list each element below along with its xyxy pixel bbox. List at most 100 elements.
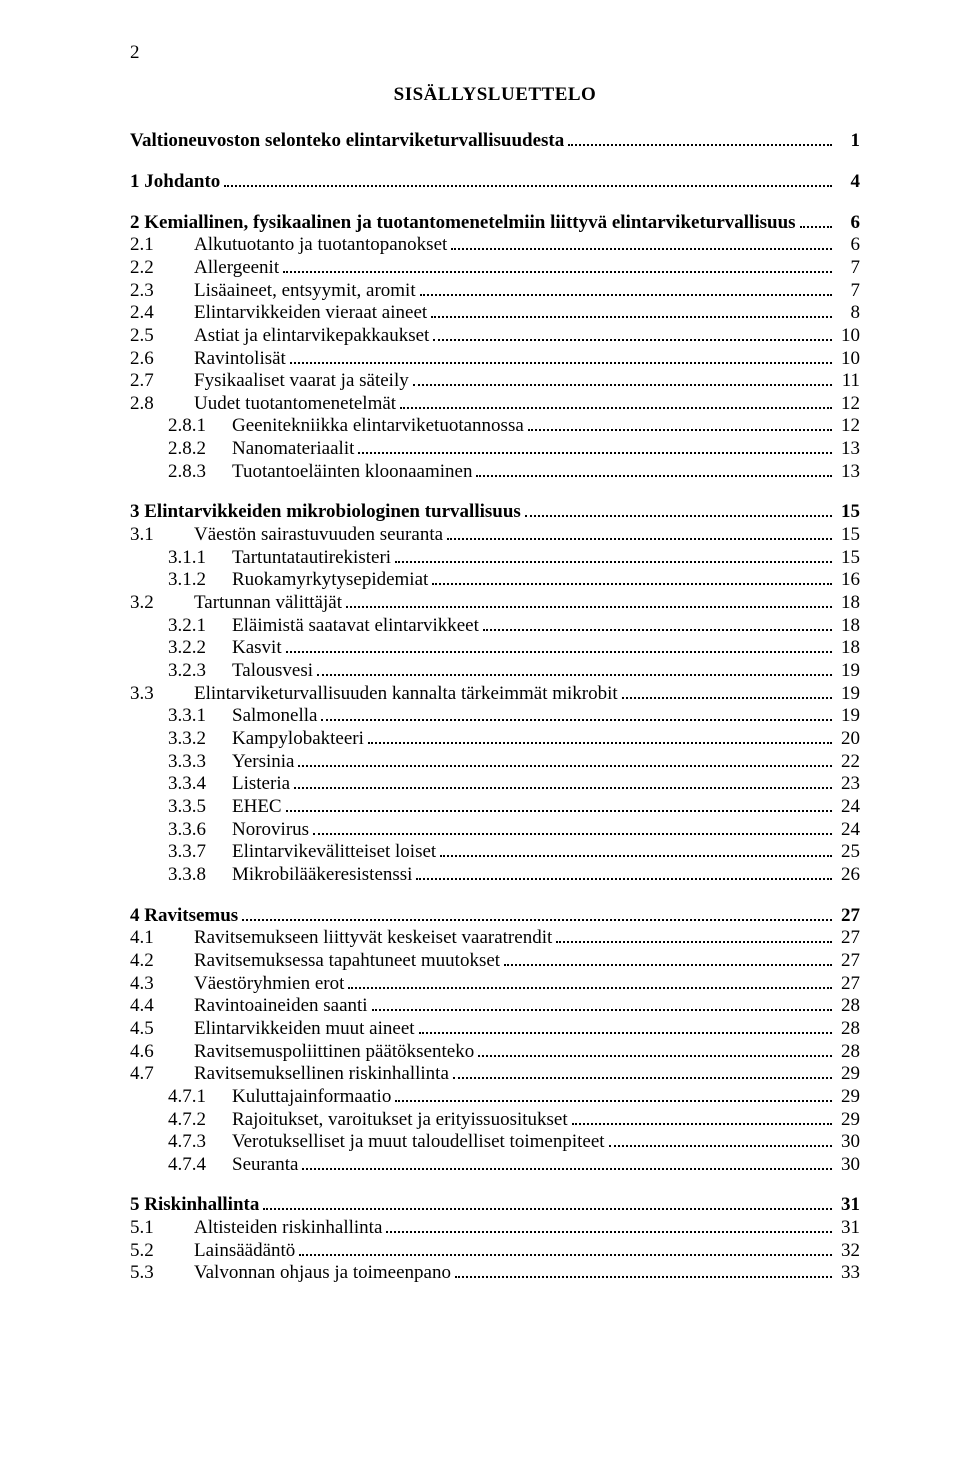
toc-entry-page: 18 bbox=[836, 615, 860, 637]
toc-entry: 2.6Ravintolisät10 bbox=[130, 347, 860, 370]
toc-entry: 4.7Ravitsemuksellinen riskinhallinta29 bbox=[130, 1063, 860, 1086]
toc-entry: 4.5Elintarvikkeiden muut aineet 28 bbox=[130, 1018, 860, 1041]
toc-leader-dots bbox=[242, 904, 832, 920]
toc-entry-number: 4.1 bbox=[130, 927, 194, 949]
toc-entry-label: Väestön sairastuvuuden seuranta bbox=[194, 524, 443, 546]
toc-entry-label: Uudet tuotantomenetelmät bbox=[194, 393, 396, 415]
toc-entry-page: 29 bbox=[836, 1063, 860, 1085]
toc-entry-number: 2.8.3 bbox=[168, 461, 232, 483]
toc-entry-number: 4.7.4 bbox=[168, 1154, 232, 1176]
toc-leader-dots bbox=[440, 841, 832, 857]
toc-entry-number: 4.4 bbox=[130, 995, 194, 1017]
toc-entry-page: 22 bbox=[836, 751, 860, 773]
toc-entry-page: 15 bbox=[836, 501, 860, 523]
toc-leader-dots bbox=[395, 547, 832, 563]
toc-entry-label: Astiat ja elintarvikepakkaukset bbox=[194, 325, 429, 347]
toc-leader-dots bbox=[368, 728, 832, 744]
toc-entry: 3.3.6Norovirus24 bbox=[130, 818, 860, 841]
toc-leader-dots bbox=[419, 1018, 832, 1034]
toc-entry: 4.1Ravitsemukseen liittyvät keskeiset va… bbox=[130, 927, 860, 950]
toc-entry: 3.3.8Mikrobilääkeresistenssi26 bbox=[130, 864, 860, 887]
toc-entry-number: 4.7.2 bbox=[168, 1109, 232, 1131]
toc-entry-number: 4.7.3 bbox=[168, 1131, 232, 1153]
toc-entry-number: 3.3.6 bbox=[168, 819, 232, 841]
toc-entry-label: Fysikaaliset vaarat ja säteily bbox=[194, 370, 409, 392]
toc-entry-page: 19 bbox=[836, 660, 860, 682]
toc-entry-page: 24 bbox=[836, 819, 860, 841]
toc-entry: 2.5Astiat ja elintarvikepakkaukset10 bbox=[130, 325, 860, 348]
toc-entry-page: 7 bbox=[836, 280, 860, 302]
toc-entry: 2.7Fysikaaliset vaarat ja säteily 11 bbox=[130, 370, 860, 393]
toc-entry-page: 13 bbox=[836, 438, 860, 460]
toc-entry: 4.3Väestöryhmien erot27 bbox=[130, 972, 860, 995]
toc-entry: 4.4Ravintoaineiden saanti28 bbox=[130, 995, 860, 1018]
toc-entry: 2.8.1Geenitekniikka elintarviketuotannos… bbox=[130, 415, 860, 438]
toc-entry-label: Tuotantoeläinten kloonaaminen bbox=[232, 461, 472, 483]
toc-leader-dots bbox=[298, 750, 832, 766]
toc-entry: 2.3Lisäaineet, entsyymit, aromit7 bbox=[130, 279, 860, 302]
toc-leader-dots bbox=[556, 927, 832, 943]
toc-entry-label: Elintarvikkeiden muut aineet bbox=[194, 1018, 415, 1040]
toc-entry-label: Mikrobilääkeresistenssi bbox=[232, 864, 412, 886]
toc-entry-label: Nanomateriaalit bbox=[232, 438, 354, 460]
toc-entry-page: 27 bbox=[836, 973, 860, 995]
toc-entry-number: 4.7 bbox=[130, 1063, 194, 1085]
toc-entry-number: 2.3 bbox=[130, 280, 194, 302]
toc-entry: 3.1.1Tartuntatautirekisteri15 bbox=[130, 547, 860, 570]
toc-entry-number: 3.2.3 bbox=[168, 660, 232, 682]
toc-entry: 4.2Ravitsemuksessa tapahtuneet muutokset… bbox=[130, 950, 860, 973]
toc-entry-label: Elintarvikkeiden vieraat aineet bbox=[194, 302, 427, 324]
toc-entry-label: Tartunnan välittäjät bbox=[194, 592, 342, 614]
toc-entry: 4.6Ravitsemuspoliittinen päätöksenteko28 bbox=[130, 1040, 860, 1063]
toc-entry-number: 4.6 bbox=[130, 1041, 194, 1063]
toc-entry-label: Ravitsemuspoliittinen päätöksenteko bbox=[194, 1041, 474, 1063]
toc-entry-page: 29 bbox=[836, 1086, 860, 1108]
toc-entry-number: 3.3.4 bbox=[168, 773, 232, 795]
toc-entry-label: Allergeenit bbox=[194, 257, 279, 279]
toc-entry: 4.7.3Verotukselliset ja muut taloudellis… bbox=[130, 1131, 860, 1154]
toc-entry-label: Altisteiden riskinhallinta bbox=[194, 1217, 382, 1239]
toc-gap bbox=[130, 1176, 860, 1194]
toc-title: SISÄLLYSLUETTELO bbox=[130, 84, 860, 106]
toc-entry: 3.2.3Talousvesi19 bbox=[130, 660, 860, 683]
toc-entry: 2.8.2Nanomateriaalit13 bbox=[130, 438, 860, 461]
toc-entry-number: 5.3 bbox=[130, 1262, 194, 1284]
toc-entry-number: 5.2 bbox=[130, 1240, 194, 1262]
toc-entry-page: 30 bbox=[836, 1131, 860, 1153]
toc-entry-number: 2.7 bbox=[130, 370, 194, 392]
toc-entry: 2.2Allergeenit7 bbox=[130, 257, 860, 280]
toc-leader-dots bbox=[299, 1240, 832, 1256]
toc-entry-number: 4.5 bbox=[130, 1018, 194, 1040]
toc-gap bbox=[130, 483, 860, 501]
toc-entry-label: Ravintoaineiden saanti bbox=[194, 995, 368, 1017]
toc-entry-page: 11 bbox=[836, 370, 860, 392]
toc-entry-page: 16 bbox=[836, 569, 860, 591]
toc-entry-page: 8 bbox=[836, 302, 860, 324]
toc-entry-number: 3.3.8 bbox=[168, 864, 232, 886]
toc-entry-page: 25 bbox=[836, 841, 860, 863]
toc-entry-number: 2.6 bbox=[130, 348, 194, 370]
toc-entry: 3.3.1Salmonella19 bbox=[130, 705, 860, 728]
toc-leader-dots bbox=[476, 461, 832, 477]
toc-leader-dots bbox=[432, 569, 832, 585]
toc-entry-number: 3.3.5 bbox=[168, 796, 232, 818]
toc-entry-number: 4.3 bbox=[130, 973, 194, 995]
toc-entry-label: Seuranta bbox=[232, 1154, 298, 1176]
toc-leader-dots bbox=[395, 1086, 832, 1102]
toc-entry-label: Salmonella bbox=[232, 705, 317, 727]
toc-entry-label: Elintarvikevälitteiset loiset bbox=[232, 841, 436, 863]
toc-entry-page: 18 bbox=[836, 592, 860, 614]
toc-leader-dots bbox=[313, 818, 832, 834]
toc-leader-dots bbox=[447, 524, 832, 540]
toc-entry-page: 18 bbox=[836, 637, 860, 659]
toc-leader-dots bbox=[609, 1131, 832, 1147]
toc-leader-dots bbox=[451, 234, 832, 250]
toc-entry-label: Lainsäädäntö bbox=[194, 1240, 295, 1262]
toc-entry-page: 32 bbox=[836, 1240, 860, 1262]
toc-entry-page: 28 bbox=[836, 1018, 860, 1040]
toc-leader-dots bbox=[622, 682, 832, 698]
toc-leader-dots bbox=[483, 614, 832, 630]
toc-entry-number: 4.2 bbox=[130, 950, 194, 972]
toc-entry-page: 29 bbox=[836, 1109, 860, 1131]
toc-entry: 5.1Altisteiden riskinhallinta31 bbox=[130, 1217, 860, 1240]
